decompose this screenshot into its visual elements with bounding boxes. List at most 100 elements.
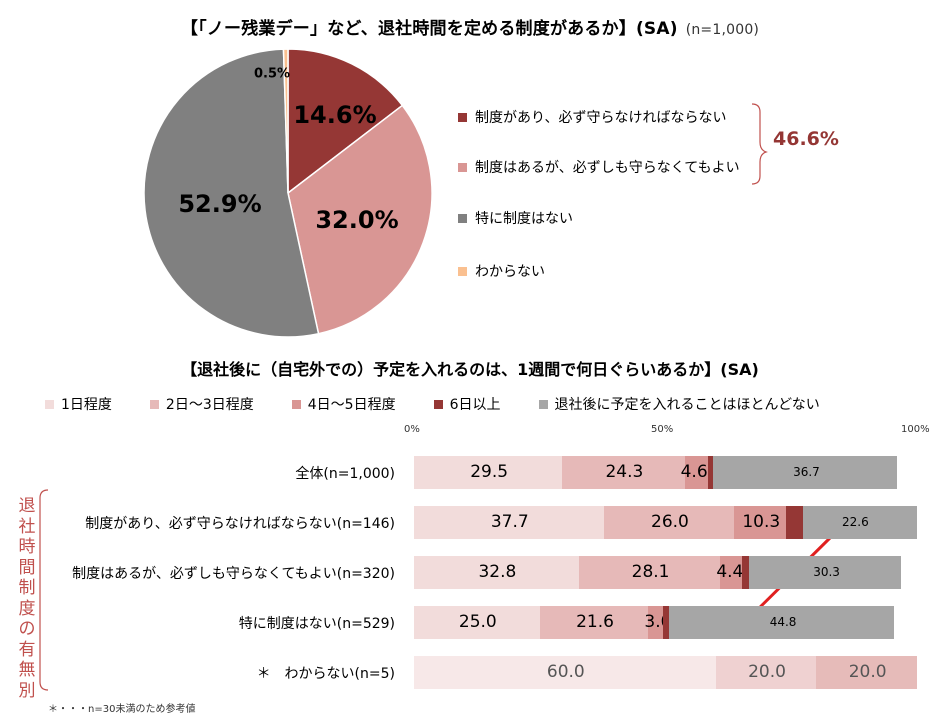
bar-segment (684, 456, 708, 489)
legend-label: 特に制度はない (475, 211, 573, 227)
bar-segment (734, 506, 787, 539)
x-tick-label: 0% (404, 424, 420, 435)
pie-slice-label-4: 0.5% (254, 67, 290, 82)
legend-label: 2日～3日程度 (165, 397, 254, 413)
bar-value-label: 29.5 (470, 462, 509, 482)
bar-value-label: 21.6 (576, 612, 614, 632)
legend-label: 4日～5日程度 (307, 397, 396, 413)
bar-legend-item-5: 退社後に予定を入れることはほとんどない (538, 394, 820, 414)
bar-row: 29.524.34.61.036.7 (414, 456, 917, 489)
pie-slice-2 (287, 104, 433, 335)
bar-value-label: 37.7 (490, 512, 529, 532)
bar-value-label: 28.1 (631, 562, 670, 582)
pie-chart (143, 48, 433, 338)
bar-segment (720, 556, 743, 589)
bar-value-label: 4.4 (716, 562, 744, 582)
bar-legend-item-4: 6日以上 (433, 394, 501, 414)
bar-row: 32.828.14.41.330.3 (414, 556, 917, 589)
bar-segment (803, 506, 917, 539)
legend-swatch (291, 399, 301, 409)
bar-segment (648, 606, 664, 639)
footnote: ＊・・・n=30未満のため参考値 (48, 704, 196, 715)
bar-category-label: 全体(n=1,000) (295, 466, 395, 482)
pie-labels: 14.6% 32.0% 52.9% 0.5% (178, 67, 398, 235)
pie-slice-label-2: 32.0% (315, 206, 398, 234)
bar-segment (539, 606, 649, 639)
legend-swatch (458, 162, 467, 172)
pie-slice-3 (143, 48, 320, 338)
pie-legend-item-4: わからない (458, 261, 545, 281)
pie-slice-4 (282, 48, 289, 194)
side-bracket (39, 489, 49, 691)
bar-segment (663, 606, 670, 639)
legend-bracket (751, 103, 768, 185)
legend-swatch (45, 399, 54, 409)
bar-chart-title: 【退社後に（自宅外での）予定を入れるのは、1週間で何日ぐらいあるか】(SA) (181, 360, 759, 379)
bar-value-label: 10.3 (742, 512, 781, 532)
bar-segment (707, 456, 713, 489)
x-tick-label: 50% (651, 424, 674, 435)
bar-legend: 1日程度 2日～3日程度 4日～5日程度 6日以上 退社後に予定を入れることはほ… (45, 394, 820, 414)
bar-value-label: 32.8 (478, 562, 517, 582)
bar-segment (712, 456, 898, 489)
bar-segment (578, 556, 721, 589)
legend-label: 6日以上 (449, 397, 501, 413)
bar-segment (715, 656, 817, 689)
bar-row: 37.7 26.0 10.3 22.6 (414, 506, 917, 539)
bar-segment (414, 556, 579, 589)
bar-segment (748, 556, 902, 589)
pie-chart-title: 【「ノー残業デー」など、退社時間を定める制度があるか】(SA) (n=1,000) (0, 14, 940, 39)
bar-segment (414, 456, 563, 489)
bar-value-label: 24.3 (605, 462, 644, 482)
legend-swatch (433, 399, 443, 409)
bar-value-label: 60.0 (546, 662, 585, 682)
bracket-total-label: 46.6% (773, 128, 839, 150)
bar-value-label: 22.6 (842, 515, 869, 529)
bar-legend-item-1: 1日程度 (45, 394, 112, 414)
bar-value-label: 36.7 (793, 465, 820, 479)
legend-swatch (538, 399, 548, 409)
bar-value-label: 25.0 (458, 612, 497, 632)
x-tick-label: 100% (901, 424, 930, 435)
pie-legend-item-2: 制度はあるが、必ずしも守らなくてもよい (458, 157, 740, 177)
legend-label: 1日程度 (61, 397, 112, 413)
pie-slice-label-1: 14.6% (293, 101, 376, 129)
bar-segment (414, 506, 604, 539)
bar-value-label: 30.3 (813, 565, 840, 579)
bar-segment (669, 606, 895, 639)
legend-label: わからない (475, 264, 545, 280)
bar-category-label: 特に制度はない(n=529) (238, 616, 395, 632)
bar-value-label: 44.8 (769, 615, 797, 629)
legend-label: 制度はあるが、必ずしも守らなくてもよい (475, 160, 740, 176)
bar-row: 25.021.63.01.144.8 (414, 606, 917, 639)
pie-legend-item-1: 制度があり、必ず守らなければならない (458, 107, 726, 127)
legend-swatch (458, 112, 467, 122)
pie-legend-item-3: 特に制度はない (458, 208, 573, 228)
pie-slice-1 (287, 48, 404, 195)
bar-value-label: 20.0 (748, 662, 786, 682)
legend-label: 退社後に予定を入れることはほとんどない (554, 397, 820, 413)
legend-swatch (458, 213, 467, 223)
bar-legend-item-2: 2日～3日程度 (149, 394, 254, 414)
bar-value-label: 4.6 (680, 462, 708, 482)
pie-title-n: (n=1,000) (685, 22, 760, 38)
bar-value-label: 20.0 (848, 662, 887, 682)
legend-label: 制度があり、必ず守らなければならない (475, 110, 727, 126)
bar-segment (742, 556, 749, 589)
bar-category-label: 制度があり、必ず守らなければならない(n=146) (85, 516, 395, 532)
legend-swatch (149, 399, 159, 409)
bar-row: 60.0 20.0 20.0 (414, 656, 917, 689)
bar-segment (786, 506, 804, 539)
bar-legend-item-3: 4日～5日程度 (291, 394, 396, 414)
pie-title-text: 【「ノー残業デー」など、退社時間を定める制度があるか】(SA) (180, 19, 678, 39)
bar-segment (414, 656, 716, 689)
side-group-label: 退社時間制度の有無別 (18, 496, 36, 701)
bar-segment (816, 656, 917, 689)
legend-swatch (458, 266, 467, 276)
bar-category-label: ＊ わからない(n=5) (256, 666, 395, 682)
bar-segment (603, 506, 735, 539)
bar-segment (414, 606, 540, 639)
pie-slice-label-3: 52.9% (178, 190, 261, 218)
bar-value-label: 26.0 (651, 512, 689, 532)
